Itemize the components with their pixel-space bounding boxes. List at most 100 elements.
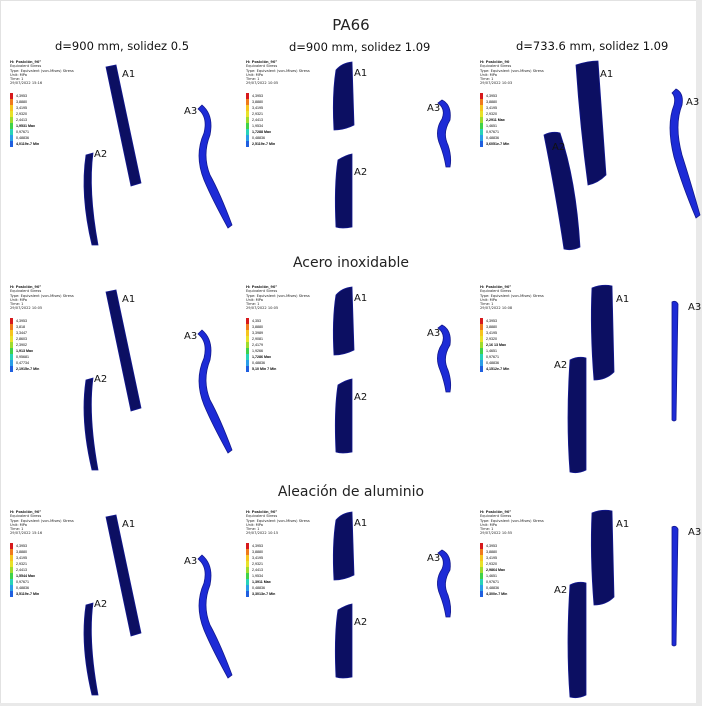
scale-swatch: [10, 111, 13, 117]
scale-swatch: [10, 99, 13, 105]
scale-value: 3,5119e-7 Min: [16, 592, 40, 596]
legend-line: 29/07/2022 10:05: [10, 306, 43, 311]
blade-parts: [332, 286, 452, 454]
scale-value: 3,8880: [16, 100, 27, 104]
blade-a2: [543, 131, 581, 251]
scale-value: 0,48836: [16, 136, 29, 140]
scale-swatch: [246, 324, 249, 330]
scale-value: 2,4413: [16, 568, 27, 572]
scale-swatch: [246, 579, 249, 585]
legend-line: Type: Equivalent (von-Mises) Stress: [10, 68, 74, 73]
legend-line: Type: Equivalent (von-Mises) Stress: [480, 68, 544, 73]
scale-swatch: [10, 360, 13, 366]
scale-swatch: [246, 342, 249, 348]
part-label-a3: A3: [184, 106, 198, 117]
scale-swatch: [480, 348, 483, 354]
stress-color-scale: 4,3953 3,8880 3,4195 2,9321 2,4413 1,9534 1,39…: [246, 543, 275, 597]
blade-parts: [83, 514, 233, 696]
scale-swatch: [246, 360, 249, 366]
simulation-cell-6: A1 A2 A3 H: Posición_90° Equivalent Stress Ty…: [476, 280, 702, 500]
blade-a3: [669, 88, 701, 219]
blade-parts: [567, 284, 679, 474]
blade-a1: [105, 514, 142, 637]
scale-value: 2,9081: [252, 337, 263, 341]
legend-line: Unit: MPa: [246, 522, 263, 527]
part-label-a3: A3: [427, 103, 441, 114]
scale-value: 2,9321: [16, 562, 27, 566]
scale-value: 1,4651: [486, 574, 497, 578]
scale-swatch: [10, 354, 13, 360]
legend-line: Type: Equivalent (von-Mises) Stress: [246, 293, 310, 298]
scale-swatch: [10, 543, 13, 549]
blade-a3: [197, 104, 233, 229]
scale-value: 3,3013e-7 Min: [252, 592, 276, 596]
part-label-a1: A1: [354, 518, 368, 529]
scale-value: 1,4651: [486, 349, 497, 353]
scale-value: 1,4651: [486, 124, 497, 128]
scale-swatch: [480, 561, 483, 567]
legend-block: H: Posición_90 Equivalent Stress Type: Equ…: [480, 60, 544, 86]
scale-swatch: [10, 567, 13, 573]
legend-line: Equivalent Stress: [246, 289, 278, 294]
scale-swatch: [10, 555, 13, 561]
part-label-a1: A1: [122, 69, 136, 80]
legend-header: H: Posición_90°: [480, 285, 512, 289]
scale-value: 2,8603: [16, 337, 27, 341]
stress-color-scale: 4,3953 3,8880 3,4195 2,9320 2,16 13 Max 1,465…: [480, 318, 509, 372]
blade-a3: [671, 525, 679, 647]
scale-swatch: [480, 591, 483, 597]
part-label-a2: A2: [94, 149, 108, 160]
legend-header: H: Posición_90°: [246, 285, 278, 289]
scale-swatch: [480, 366, 483, 372]
scale-value: 3,3989: [252, 331, 263, 335]
scale-value: 0,48836: [486, 136, 499, 140]
scale-swatch: [480, 99, 483, 105]
blade-a2: [334, 153, 353, 229]
scale-value: 3,8880: [252, 100, 263, 104]
scale-value: 2,16 13 Max: [486, 343, 506, 347]
legend-line: Equivalent Stress: [10, 514, 42, 519]
scale-value: 2,5119e-7 Min: [252, 142, 276, 146]
scale-swatch: [480, 93, 483, 99]
simulation-cell-3: A1 A2 A3 H: Posición_90 Equivalent Stress Typ…: [476, 55, 702, 275]
scale-swatch: [10, 135, 13, 141]
blade-a3: [437, 324, 452, 393]
scale-value: 1,9534: [252, 124, 263, 128]
blade-a1: [575, 60, 607, 186]
scale-swatch: [10, 579, 13, 585]
scale-value: 2,9320: [16, 112, 27, 116]
legend-line: Unit: MPa: [480, 72, 497, 77]
scale-value: 4,3953: [486, 544, 497, 548]
stress-color-scale: 4,353 3,8880 3,3989 2,9081 2,4179 1,9266 1,728…: [246, 318, 276, 372]
scale-value: 1,5544 Max: [16, 574, 35, 578]
legend-line: Unit: MPa: [480, 522, 497, 527]
stress-color-scale: 4,3953 3,8880 3,4195 2,9320 2,4413 1,9531 Max…: [10, 93, 39, 147]
scale-swatch: [10, 591, 13, 597]
blade-a2: [334, 603, 353, 679]
scale-swatch: [10, 324, 13, 330]
part-label-a3: A3: [427, 553, 441, 564]
part-label-a2: A2: [554, 360, 568, 371]
blade-a1: [332, 61, 355, 131]
scale-swatch: [480, 549, 483, 555]
scale-swatch: [246, 117, 249, 123]
scale-value: 0,97671: [486, 355, 499, 359]
scale-swatch: [246, 555, 249, 561]
scale-swatch: [246, 111, 249, 117]
scale-swatch: [246, 105, 249, 111]
legend-line: 29/07/2022 15:16: [10, 81, 43, 86]
scale-swatch: [246, 366, 249, 372]
legend-line: Time: 1: [10, 302, 24, 307]
blade-parts: [543, 60, 701, 251]
scale-value: 3,8880: [486, 550, 497, 554]
blade-a2: [334, 378, 353, 454]
scale-swatch: [480, 336, 483, 342]
scale-value: 2,9864 Max: [486, 568, 505, 572]
scale-swatch: [246, 543, 249, 549]
scale-swatch: [246, 93, 249, 99]
blade-a3: [197, 329, 233, 454]
blade-parts: [83, 289, 233, 471]
legend-block: H: Posición_90° Equivalent Stress Type: Eq…: [10, 60, 74, 86]
scale-swatch: [10, 123, 13, 129]
blade-parts: [83, 64, 233, 246]
